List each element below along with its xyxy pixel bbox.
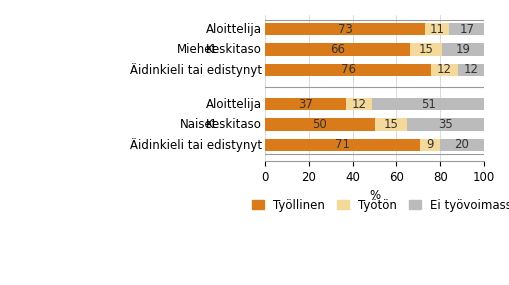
Bar (374, 118, 407, 131)
Bar (439, 139, 483, 151)
Text: 15: 15 (383, 118, 398, 131)
Text: 51: 51 (420, 98, 435, 111)
Text: 15: 15 (418, 43, 433, 56)
Text: 37: 37 (298, 98, 313, 111)
Bar (346, 98, 372, 110)
Text: 66: 66 (329, 43, 344, 56)
Bar (407, 118, 483, 131)
Text: 35: 35 (437, 118, 452, 131)
Bar (409, 43, 441, 56)
Text: 12: 12 (351, 98, 366, 111)
Bar (265, 23, 424, 35)
Bar (431, 64, 457, 76)
Text: 76: 76 (340, 63, 355, 76)
Text: 71: 71 (335, 138, 350, 151)
Text: 12: 12 (436, 63, 451, 76)
Text: 20: 20 (454, 138, 468, 151)
Bar (265, 98, 346, 110)
Bar (419, 139, 439, 151)
Bar (265, 43, 409, 56)
Bar (441, 43, 483, 56)
X-axis label: %: % (369, 189, 379, 202)
Text: 12: 12 (462, 63, 477, 76)
Text: 50: 50 (312, 118, 327, 131)
Text: Aloittelija: Aloittelija (206, 23, 262, 36)
Legend: Työllinen, Työtön, Ei työvoimassa: Työllinen, Työtön, Ei työvoimassa (247, 194, 509, 216)
Text: Keskitaso: Keskitaso (206, 43, 262, 56)
Bar (457, 64, 483, 76)
Text: 73: 73 (337, 23, 352, 36)
Text: Miehet: Miehet (177, 43, 217, 56)
Text: 17: 17 (459, 23, 474, 36)
Bar (265, 139, 419, 151)
Bar (372, 98, 483, 110)
Text: Äidinkieli tai edistynyt: Äidinkieli tai edistynyt (130, 138, 262, 152)
Text: 9: 9 (426, 138, 433, 151)
Text: Keskitaso: Keskitaso (206, 118, 262, 131)
Text: Naiset: Naiset (179, 118, 217, 131)
Bar (424, 23, 448, 35)
Bar (265, 64, 431, 76)
Text: 11: 11 (429, 23, 443, 36)
Bar (448, 23, 485, 35)
Text: Aloittelija: Aloittelija (206, 98, 262, 111)
Text: Äidinkieli tai edistynyt: Äidinkieli tai edistynyt (130, 63, 262, 77)
Text: 19: 19 (455, 43, 470, 56)
Bar (265, 118, 374, 131)
